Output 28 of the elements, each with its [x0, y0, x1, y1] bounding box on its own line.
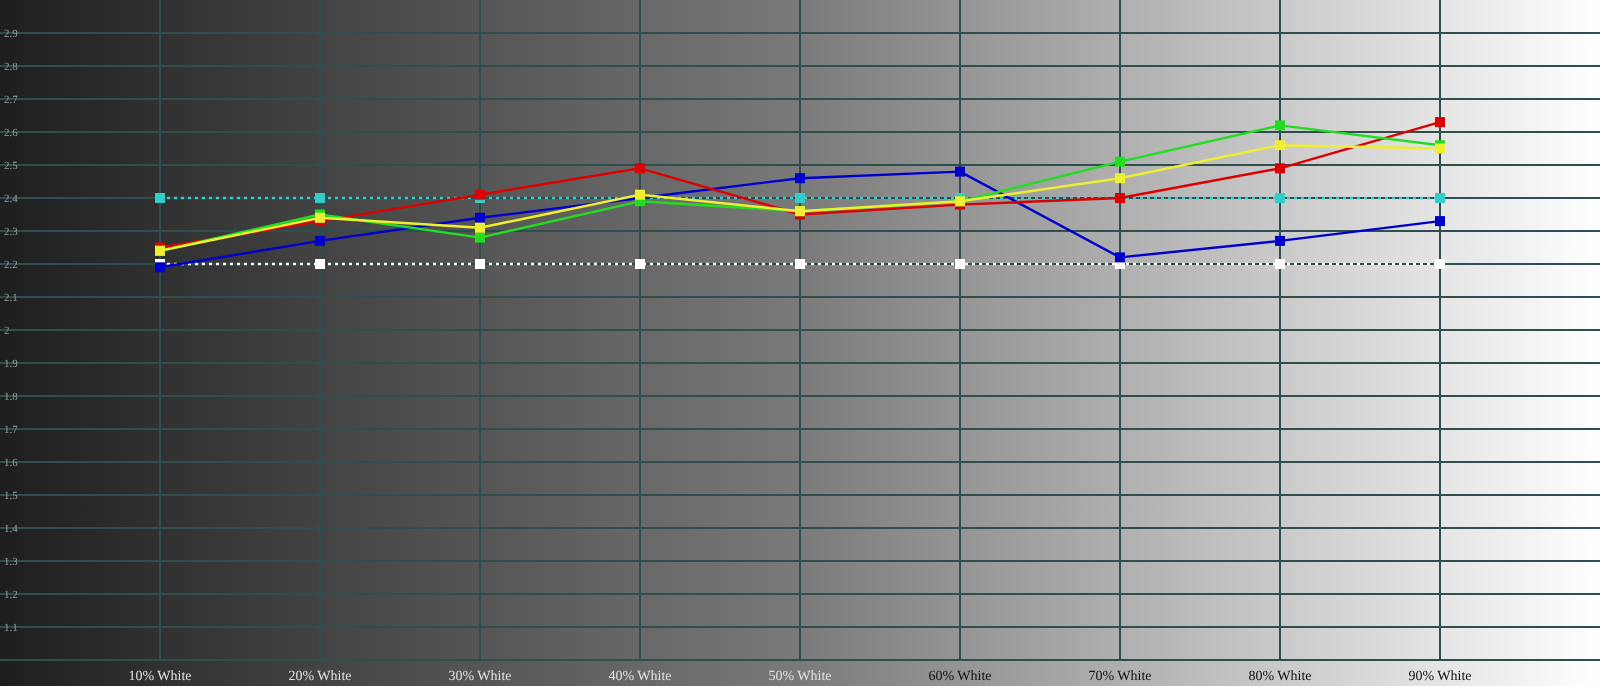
- point: [1435, 216, 1445, 227]
- point: [635, 163, 645, 174]
- point: [1435, 259, 1445, 269]
- point: [315, 235, 325, 246]
- point: [795, 193, 805, 203]
- point: [1275, 140, 1285, 151]
- point: [475, 232, 485, 243]
- point: [155, 193, 165, 203]
- point: [1275, 259, 1285, 269]
- point: [475, 259, 485, 269]
- point: [1275, 235, 1285, 246]
- point: [1275, 193, 1285, 203]
- point: [635, 259, 645, 269]
- point: [1115, 252, 1125, 263]
- point: [1115, 173, 1125, 184]
- point: [1275, 120, 1285, 131]
- point: [315, 193, 325, 203]
- point: [315, 259, 325, 269]
- point: [1115, 156, 1125, 167]
- point: [795, 173, 805, 184]
- point: [1275, 163, 1285, 174]
- point: [475, 222, 485, 233]
- point: [795, 259, 805, 269]
- point: [475, 212, 485, 223]
- point: [955, 166, 965, 177]
- point: [955, 259, 965, 269]
- point: [1435, 193, 1445, 203]
- point: [1435, 117, 1445, 128]
